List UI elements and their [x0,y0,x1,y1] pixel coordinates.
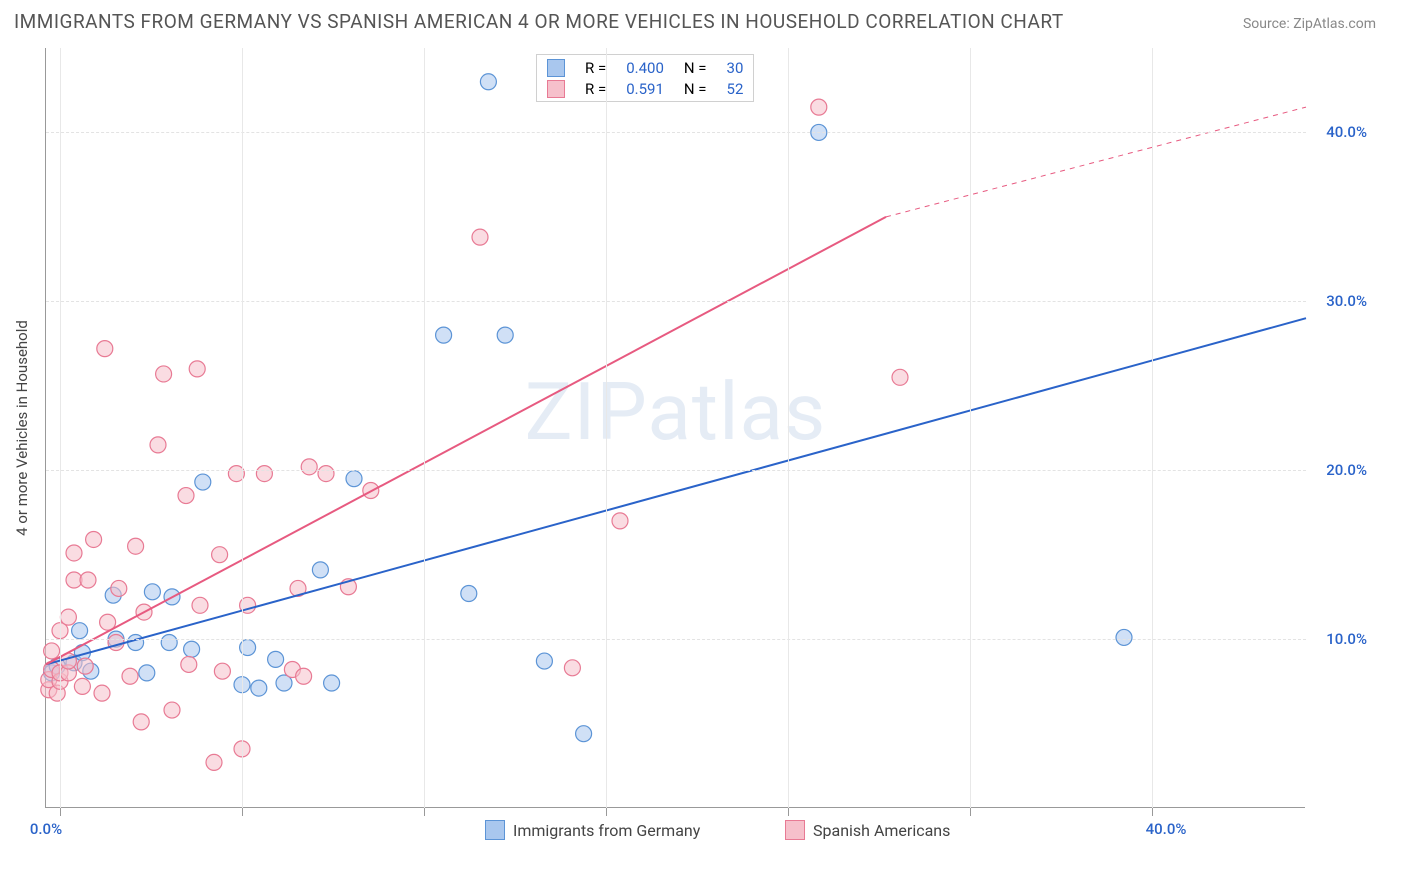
n-label: N = [674,57,717,78]
bottom-legend-spanish: Spanish Americans [785,820,950,840]
swatch-spanish [547,80,565,98]
source-label: Source: ZipAtlas.com [1243,16,1376,32]
legend-row-germany: R = 0.400 N = 30 [537,57,753,78]
plot-svg [46,48,1306,808]
swatch-spanish [785,820,805,840]
x-tick-label: 0.0% [30,820,62,838]
r-label: R = [575,57,616,78]
y-tick-label: 10.0% [1326,630,1367,648]
y-tick-label: 20.0% [1326,461,1367,479]
r-label: R = [575,78,616,99]
chart-title: IMMIGRANTS FROM GERMANY VS SPANISH AMERI… [14,10,1064,33]
series-name-spanish: Spanish Americans [813,821,950,840]
r-value-germany: 0.400 [616,57,674,78]
n-value-spanish: 52 [717,78,754,99]
y-axis-title: 4 or more Vehicles in Household [13,320,31,536]
bottom-legend-germany: Immigrants from Germany [485,820,700,840]
series-name-germany: Immigrants from Germany [513,821,700,840]
y-tick-label: 40.0% [1326,123,1367,141]
n-value-germany: 30 [717,57,754,78]
swatch-germany [485,820,505,840]
legend-row-spanish: R = 0.591 N = 52 [537,78,753,99]
correlation-legend: R = 0.400 N = 30 R = 0.591 N = 52 [536,54,754,102]
r-value-spanish: 0.591 [616,78,674,99]
swatch-germany [547,59,565,77]
plot-area: ZIPatlas R = 0.400 N = 30 R = 0.591 N = … [45,48,1305,808]
n-label: N = [674,78,717,99]
y-tick-label: 30.0% [1326,292,1367,310]
x-tick-label: 40.0% [1146,820,1187,838]
plot-container: 4 or more Vehicles in Household ZIPatlas… [45,48,1375,838]
